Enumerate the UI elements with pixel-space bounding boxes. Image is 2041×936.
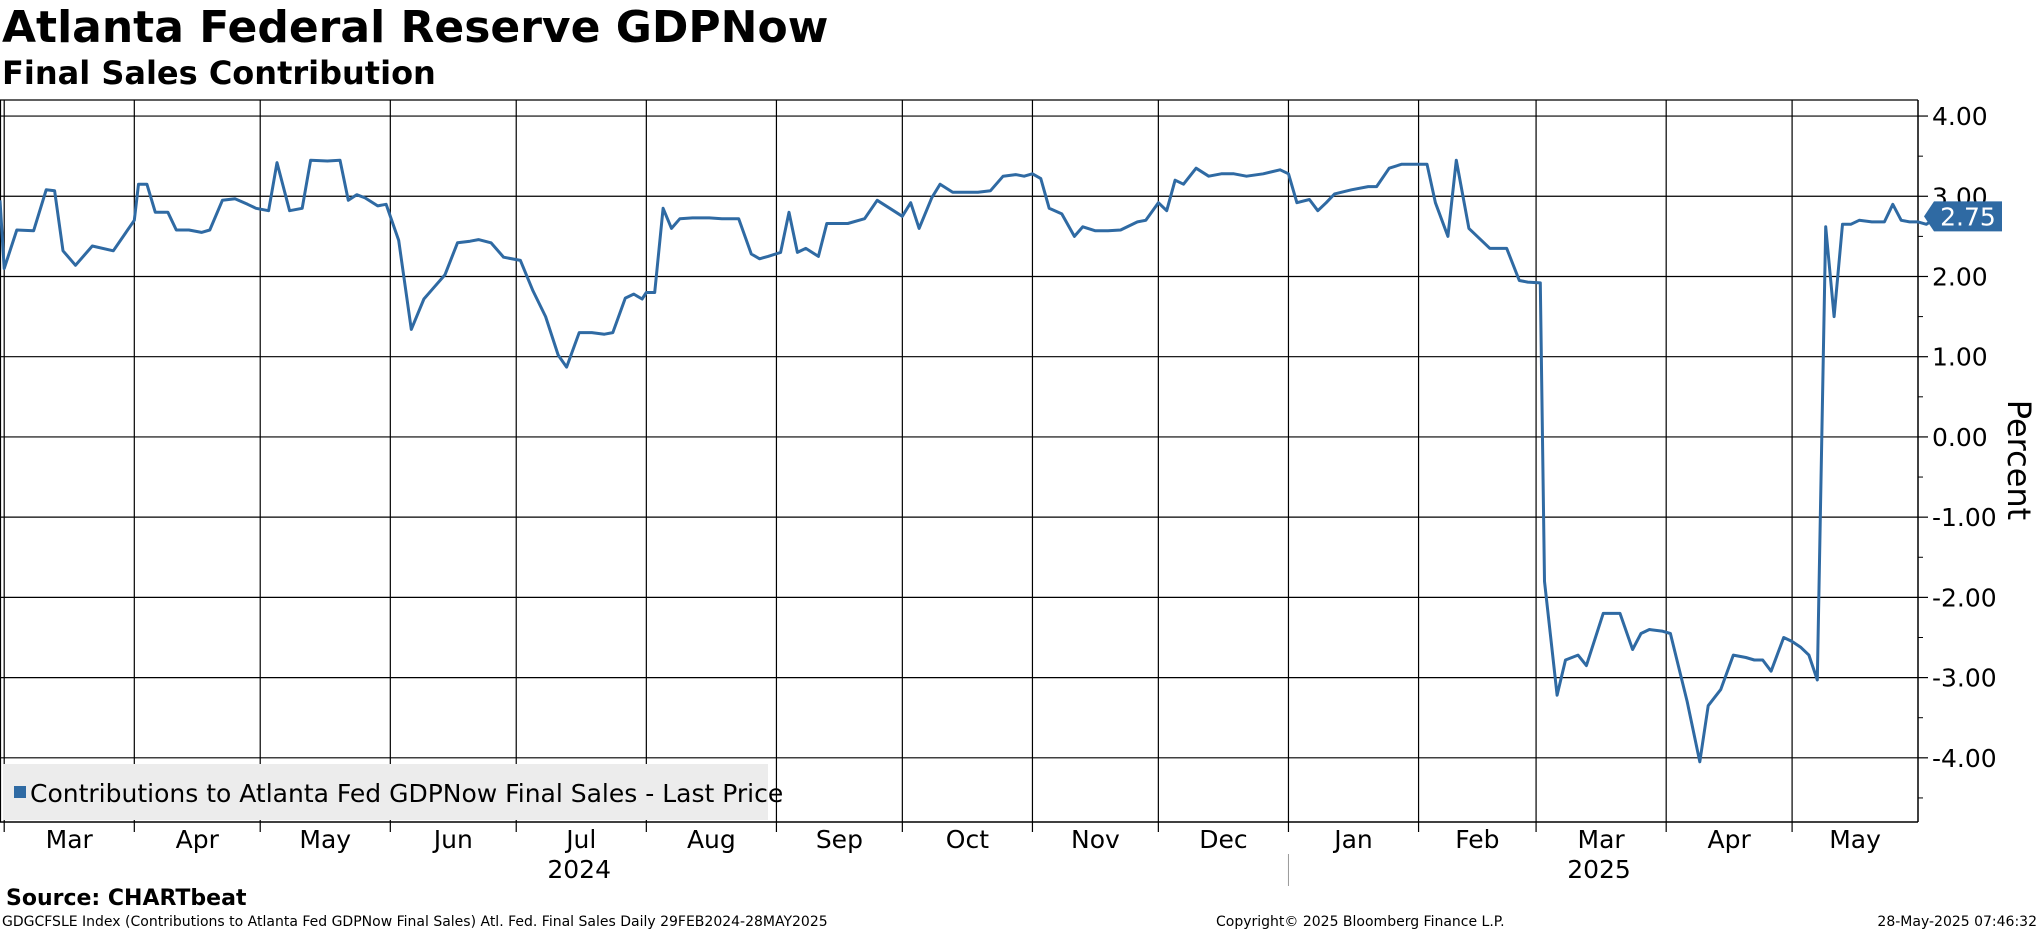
series-layer xyxy=(0,158,1944,764)
copyright-note: Copyright© 2025 Bloomberg Finance L.P. xyxy=(1216,914,1505,930)
y-tick-label: 2.00 xyxy=(1932,262,1988,291)
x-tick-label: Jun xyxy=(432,825,473,854)
x-tick-label: May xyxy=(1829,825,1881,854)
legend: Contributions to Atlanta Fed GDPNow Fina… xyxy=(3,764,783,820)
y-axis-label: Percent xyxy=(2000,400,2038,520)
year-label: 2025 xyxy=(1567,855,1631,884)
last-value-badge xyxy=(1924,201,2002,232)
x-tick-label: Nov xyxy=(1071,825,1120,854)
ticker-description: GDGCFSLE Index (Contributions to Atlanta… xyxy=(2,914,828,930)
x-tick-label: Jul xyxy=(564,825,596,854)
timestamp: 28-May-2025 07:46:32 xyxy=(1877,914,2037,930)
y-tick-label: 4.00 xyxy=(1932,102,1988,131)
last-value-label: 2.75 xyxy=(1940,202,1996,231)
x-tick-label: Apr xyxy=(176,825,220,854)
x-tick-label: Feb xyxy=(1455,825,1499,854)
x-tick-label: Aug xyxy=(687,825,736,854)
year-label: 2024 xyxy=(547,855,611,884)
legend-background xyxy=(3,764,768,820)
chart-title: Atlanta Federal Reserve GDPNow xyxy=(2,2,829,53)
x-tick-label: Dec xyxy=(1199,825,1247,854)
last-value-marker: 2.75 xyxy=(1924,201,2002,232)
y-tick-label: -2.00 xyxy=(1932,583,1997,612)
y-tick-label: 0.00 xyxy=(1932,423,1988,452)
x-tick-label: Sep xyxy=(816,825,863,854)
x-tick-label: Mar xyxy=(1578,825,1626,854)
legend-swatch xyxy=(14,786,26,798)
chart-subtitle: Final Sales Contribution xyxy=(2,54,436,92)
x-tick-label: Mar xyxy=(46,825,94,854)
legend-label: Contributions to Atlanta Fed GDPNow Fina… xyxy=(30,779,783,808)
source-note: Source: CHARTbeat xyxy=(6,886,247,911)
y-tick-label: -1.00 xyxy=(1932,503,1997,532)
x-tick-label: Oct xyxy=(946,825,989,854)
y-tick-label: -4.00 xyxy=(1932,744,1997,773)
x-tick-label: Apr xyxy=(1708,825,1752,854)
x-tick-label: Jan xyxy=(1332,825,1373,854)
x-axis: Mar Apr May Jun Jul Aug Sep Oct Nov Dec Jan Feb Mar A… xyxy=(3,822,1881,886)
x-tick-label: May xyxy=(299,825,351,854)
y-tick-label: 1.00 xyxy=(1932,343,1988,372)
series-line xyxy=(0,158,1944,764)
y-tick-label: -3.00 xyxy=(1932,664,1997,693)
grid-lines xyxy=(0,100,1918,822)
